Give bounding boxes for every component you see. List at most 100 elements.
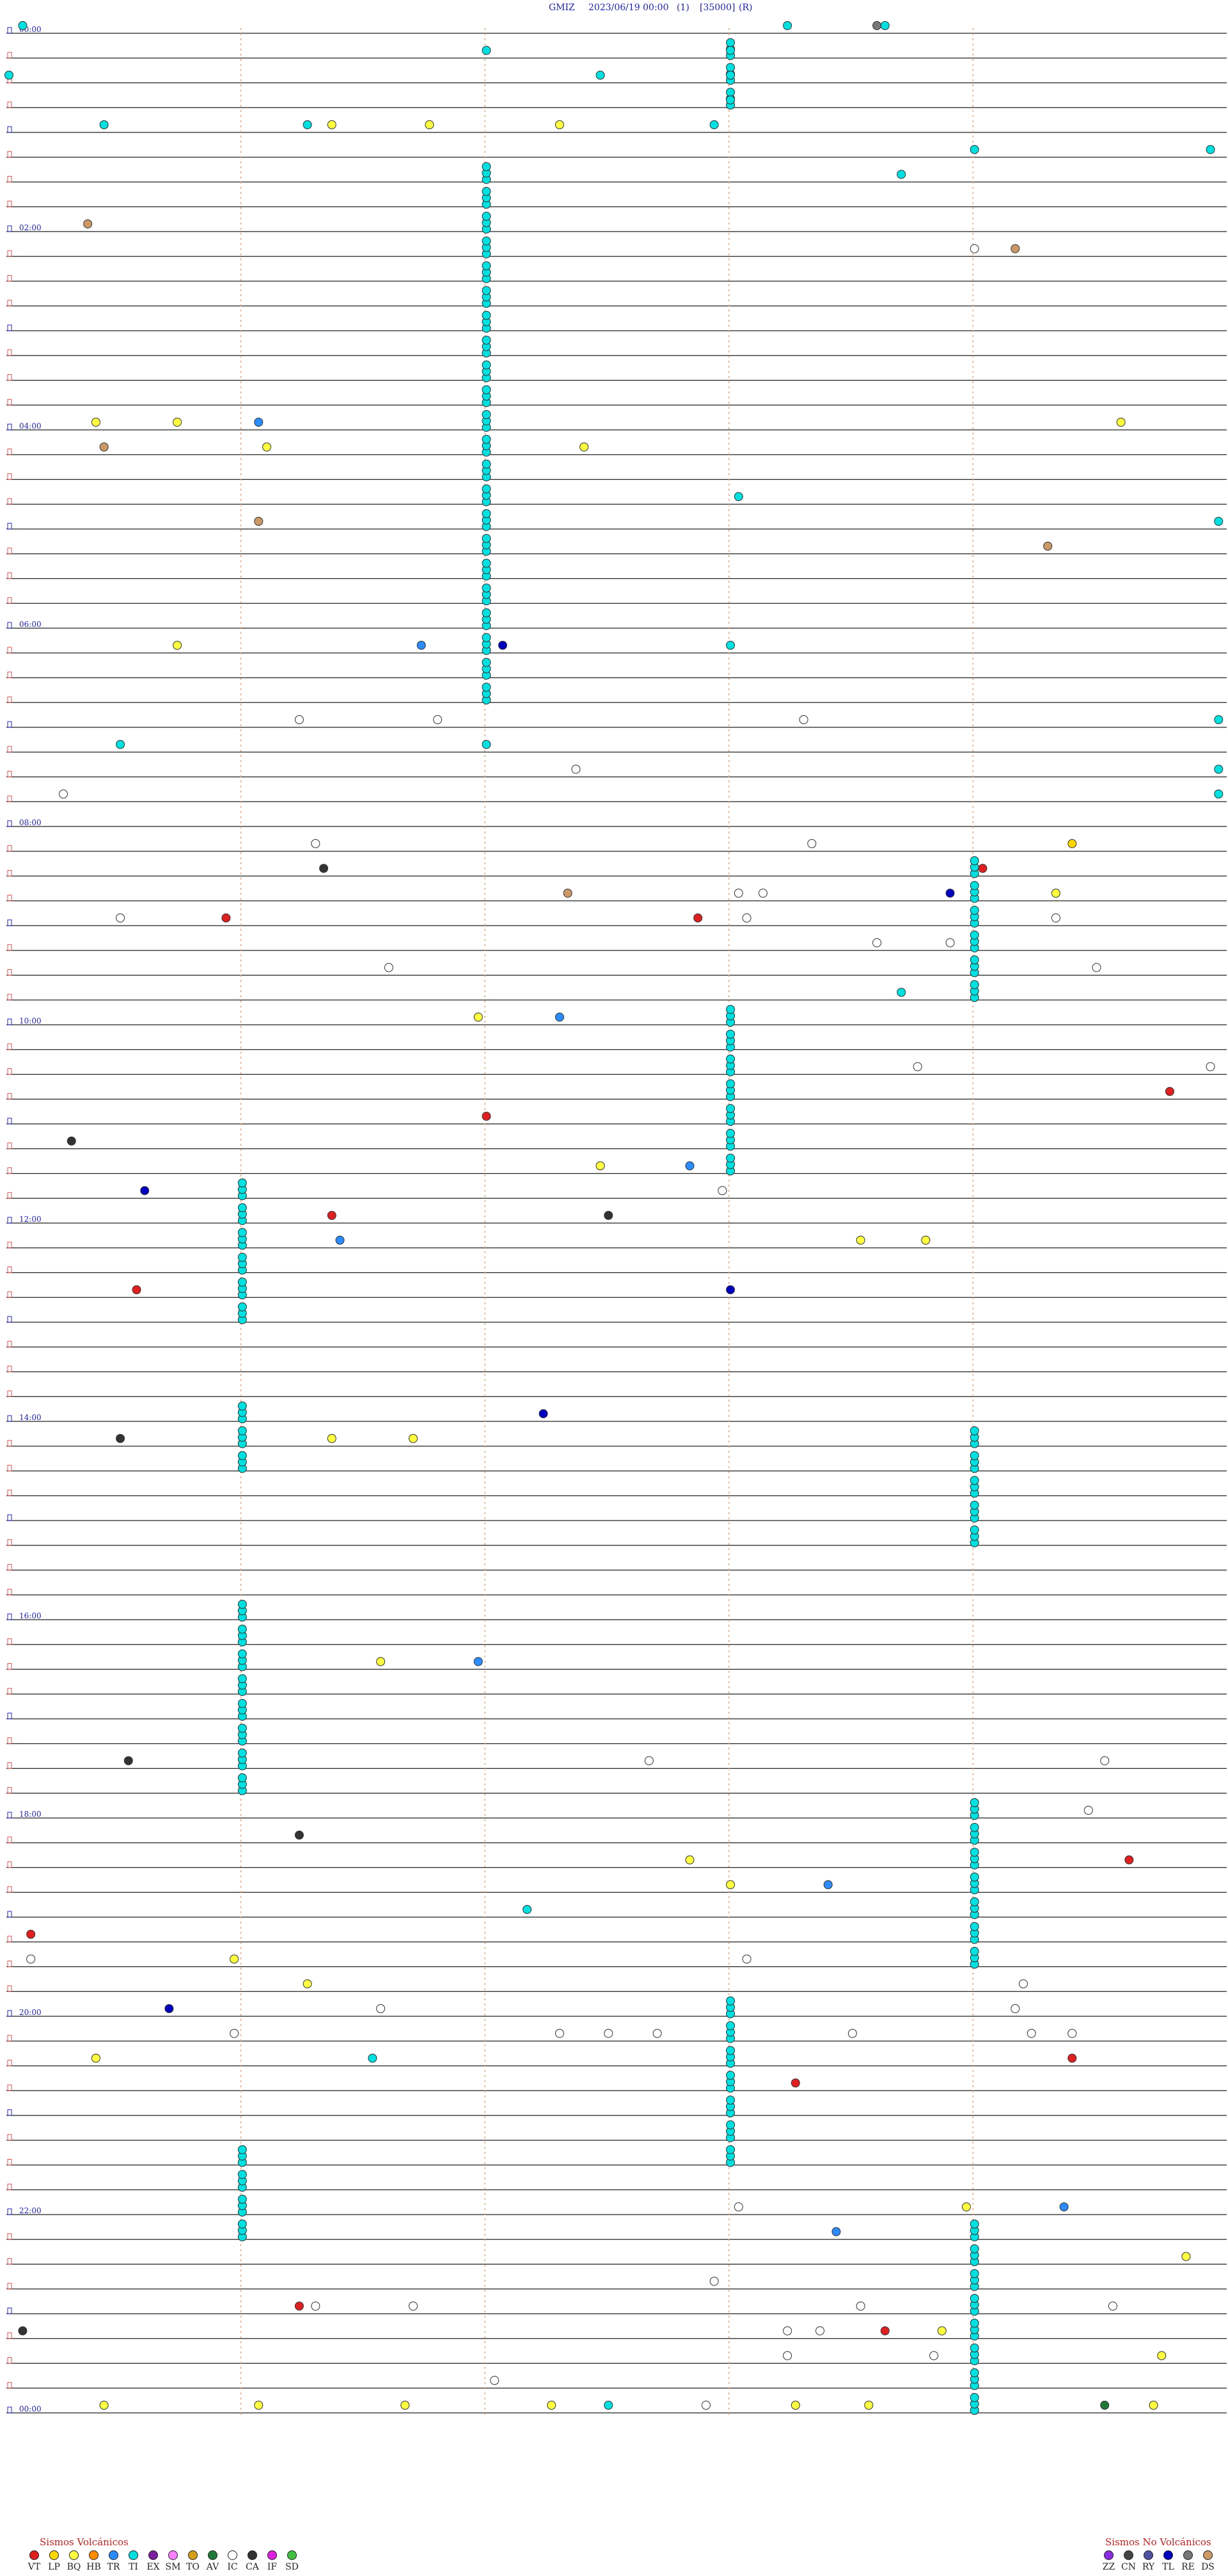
legend-sm-label: SM xyxy=(165,2562,181,2572)
trace-start-marker xyxy=(7,1167,12,1174)
trace-start-marker xyxy=(7,1316,12,1323)
event-ti-dot xyxy=(482,583,491,593)
trace-start-marker xyxy=(7,2183,12,2190)
legend-re-label: RE xyxy=(1181,2562,1195,2572)
event-ti-dot xyxy=(99,120,109,129)
trace-start-marker xyxy=(7,1142,12,1150)
event-ti-dot xyxy=(726,45,736,55)
header-scale: [35000] xyxy=(700,3,735,13)
event-ti-dot xyxy=(237,2170,247,2179)
event-ti-dot xyxy=(237,1178,247,1188)
legend-cn-label: CN xyxy=(1121,2562,1136,2572)
hour-label: 20:00 xyxy=(19,2008,42,2017)
trace-start-marker xyxy=(7,1638,12,1645)
trace-start-marker xyxy=(7,1489,12,1496)
event-ti-dot xyxy=(970,881,979,890)
trace-start-marker xyxy=(7,2060,12,2066)
trace-start-marker xyxy=(7,1712,12,1719)
event-ti-dot xyxy=(237,1451,247,1460)
minute-markers xyxy=(240,28,974,2415)
trace-start-marker xyxy=(7,176,12,182)
event-ti-dot xyxy=(726,63,736,72)
trace-start-marker xyxy=(7,1366,12,1372)
trace-start-marker xyxy=(7,1787,12,1794)
trace-start-marker xyxy=(7,1961,12,1967)
event-ti-dot xyxy=(897,170,906,179)
trace-start-marker xyxy=(7,2084,12,2091)
legend-item-to: TO xyxy=(184,2550,201,2572)
header-station: GMIZ xyxy=(549,3,575,13)
trace-start-marker xyxy=(7,2332,12,2339)
trace-start-marker xyxy=(7,573,12,579)
event-ic-dot xyxy=(970,244,979,253)
event-ti-dot xyxy=(970,1798,979,1807)
event-ti-dot xyxy=(237,1748,247,1758)
event-ti-dot xyxy=(970,980,979,990)
trace-start-marker xyxy=(7,1390,12,1397)
legend-hb-label: HB xyxy=(86,2562,101,2572)
event-vt-dot xyxy=(1124,1855,1134,1865)
trace-start-marker xyxy=(7,2406,12,2414)
trace-start-marker xyxy=(7,2109,12,2116)
event-ic-dot xyxy=(847,2028,857,2038)
event-ti-dot xyxy=(237,2195,247,2204)
event-bq-dot xyxy=(254,2401,264,2410)
event-ti-dot xyxy=(970,1476,979,1485)
event-vt-dot xyxy=(294,2302,304,2311)
event-ti-dot xyxy=(970,2368,979,2378)
trace-start-marker xyxy=(7,1267,12,1273)
trace-start-marker xyxy=(7,2307,12,2314)
event-bq-dot xyxy=(303,1979,312,1989)
event-ic-dot xyxy=(1019,1979,1028,1989)
event-ic-dot xyxy=(709,2277,719,2286)
event-ti-dot xyxy=(726,640,736,650)
event-ic-dot xyxy=(1100,1756,1110,1766)
event-ti-dot xyxy=(970,1501,979,1510)
trace-start-marker xyxy=(7,1093,12,1100)
event-ti-dot xyxy=(726,2046,736,2055)
legend-item-lp: LP xyxy=(45,2550,63,2572)
trace-start-marker xyxy=(7,275,12,281)
trace-start-marker xyxy=(7,27,12,34)
event-ti-dot xyxy=(970,1847,979,1857)
event-ic-dot xyxy=(652,2028,662,2038)
event-ca-dot xyxy=(18,2326,28,2335)
legend-non-volcanic-title: Sismos No Volcánicos xyxy=(1105,2536,1211,2548)
event-ti-dot xyxy=(237,1302,247,1311)
event-ti-dot xyxy=(970,930,979,940)
trace-start-marker xyxy=(7,2159,12,2165)
event-ic-dot xyxy=(815,2326,824,2335)
legend-sd-swatch xyxy=(287,2550,297,2560)
event-lp-dot xyxy=(1067,839,1077,848)
trace-start-marker xyxy=(7,2382,12,2389)
event-ti-dot xyxy=(970,1922,979,1931)
legend-ti-swatch xyxy=(129,2550,138,2560)
event-ti-dot xyxy=(970,2244,979,2254)
hour-label: 14:00 xyxy=(19,1413,42,1422)
trace-start-marker xyxy=(7,845,12,852)
event-ds-dot xyxy=(254,517,264,526)
legend-if-label: IF xyxy=(267,2562,278,2572)
event-ds-dot xyxy=(83,219,93,228)
trace-start-marker xyxy=(7,1018,12,1025)
legend-bq-label: BQ xyxy=(67,2562,81,2572)
legend-lp-swatch xyxy=(49,2550,59,2560)
event-ti-dot xyxy=(970,1872,979,1882)
trace-start-marker xyxy=(7,672,12,678)
legend-cn-swatch xyxy=(1124,2550,1133,2560)
event-ti-dot xyxy=(726,38,736,47)
event-ti-dot xyxy=(482,311,491,320)
legend-sd-label: SD xyxy=(285,2562,299,2572)
event-ti-dot xyxy=(482,683,491,692)
event-ti-dot xyxy=(726,2096,736,2105)
legend-item-tr: TR xyxy=(105,2550,122,2572)
legend-item-hb: HB xyxy=(85,2550,102,2572)
event-ic-dot xyxy=(718,1186,727,1196)
trace-start-marker xyxy=(7,1613,12,1620)
event-ca-dot xyxy=(294,1830,304,1840)
trace-start-marker xyxy=(7,1663,12,1670)
event-ti-dot xyxy=(970,145,979,154)
event-bq-dot xyxy=(791,2401,800,2410)
event-ca-dot xyxy=(67,1136,76,1146)
event-bq-dot xyxy=(91,2053,100,2063)
